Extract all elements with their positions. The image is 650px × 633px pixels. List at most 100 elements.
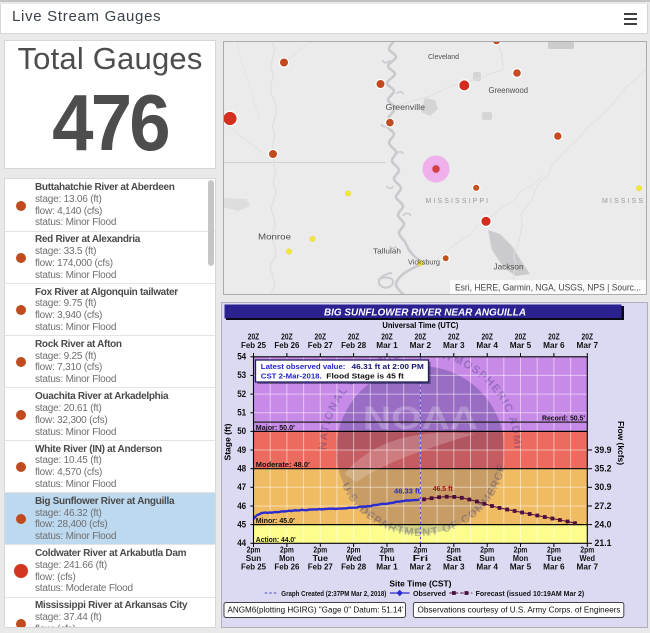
svg-text:20Z: 20Z (381, 333, 393, 342)
svg-text:Major: 50.0': Major: 50.0' (256, 423, 295, 432)
svg-text:20Z: 20Z (481, 333, 493, 342)
svg-text:51: 51 (237, 408, 246, 418)
svg-text:2pm: 2pm (580, 546, 594, 555)
svg-text:49: 49 (237, 445, 246, 455)
svg-text:Mar 4: Mar 4 (476, 563, 498, 572)
svg-text:30.9: 30.9 (595, 482, 612, 492)
svg-text:50: 50 (237, 426, 246, 436)
svg-text:21.1: 21.1 (595, 538, 612, 548)
svg-text:Tallulah: Tallulah (373, 247, 401, 256)
svg-text:44: 44 (237, 538, 246, 548)
svg-text:Mar 6: Mar 6 (543, 341, 565, 350)
svg-text:ANGM6(plotting HGIRG) "Gage 0": ANGM6(plotting HGIRG) "Gage 0" Datum: 51… (228, 606, 404, 615)
svg-text:20Z: 20Z (281, 333, 293, 342)
svg-text:Mar 1: Mar 1 (376, 341, 398, 350)
svg-text:52: 52 (237, 389, 246, 399)
svg-text:Feb 26: Feb 26 (274, 563, 300, 572)
svg-text:Mar 6: Mar 6 (543, 563, 565, 572)
svg-text:CST 2-Mar-2018.: CST 2-Mar-2018. (261, 371, 322, 380)
svg-text:Observations courtesy of U.S.: Observations courtesy of U.S. Army Corps… (418, 606, 621, 615)
svg-text:20Z: 20Z (548, 333, 560, 342)
svg-text:Mar 2: Mar 2 (410, 563, 432, 572)
svg-text:Wed: Wed (580, 554, 596, 563)
svg-text:Observed: Observed (413, 589, 446, 598)
svg-text:53: 53 (237, 370, 246, 380)
svg-text:46.33 ft: 46.33 ft (394, 487, 420, 496)
svg-text:2pm: 2pm (313, 546, 327, 555)
svg-text:2pm: 2pm (447, 546, 461, 555)
svg-text:Mar 1: Mar 1 (376, 563, 398, 572)
svg-text:Stage (ft): Stage (ft) (224, 423, 233, 460)
svg-text:Monroe: Monroe (258, 232, 291, 242)
svg-text:20Z: 20Z (348, 333, 360, 342)
svg-text:2pm: 2pm (514, 546, 528, 555)
svg-text:39.9: 39.9 (595, 445, 612, 455)
svg-text:Thu: Thu (379, 554, 395, 563)
svg-text:Latest observed value:: Latest observed value: (261, 362, 346, 371)
svg-text:Mar 7: Mar 7 (577, 341, 599, 350)
svg-text:20Z: 20Z (248, 333, 260, 342)
svg-text:Moderate: 48.0': Moderate: 48.0' (256, 460, 310, 469)
svg-text:Cleveland: Cleveland (428, 52, 459, 61)
svg-text:20Z: 20Z (515, 333, 527, 342)
svg-text:Universal Time (UTC): Universal Time (UTC) (382, 321, 458, 330)
svg-text:46.5 ft: 46.5 ft (433, 484, 453, 493)
svg-text:46.31 ft at 2:00 PM: 46.31 ft at 2:00 PM (352, 362, 424, 371)
svg-text:Jackson: Jackson (494, 262, 524, 272)
svg-text:Mar 2: Mar 2 (410, 341, 432, 350)
svg-text:Mar 5: Mar 5 (510, 563, 532, 572)
svg-text:Record: 50.5': Record: 50.5' (542, 413, 585, 422)
svg-text:Forecast (issued 10:19AM Mar 2: Forecast (issued 10:19AM Mar 2) (476, 589, 585, 598)
svg-text:Wed: Wed (346, 554, 362, 563)
svg-text:2pm: 2pm (247, 546, 261, 555)
svg-text:Mar 3: Mar 3 (443, 563, 465, 572)
svg-text:Mar 5: Mar 5 (510, 341, 532, 350)
svg-text:2pm: 2pm (414, 546, 428, 555)
svg-text:Feb 27: Feb 27 (308, 341, 333, 350)
svg-text:Sat: Sat (446, 554, 462, 563)
svg-text:Greenville: Greenville (386, 102, 426, 112)
svg-text:20Z: 20Z (415, 333, 427, 342)
svg-text:Mar 3: Mar 3 (443, 341, 465, 350)
svg-text:Sun: Sun (479, 554, 495, 563)
svg-text:20Z: 20Z (448, 333, 460, 342)
svg-text:20Z: 20Z (582, 333, 594, 342)
svg-text:Fri: Fri (413, 554, 429, 563)
svg-text:Greenwood: Greenwood (489, 86, 529, 95)
svg-text:Feb 28: Feb 28 (341, 563, 367, 572)
svg-text:Tue: Tue (546, 554, 562, 563)
svg-text:2pm: 2pm (280, 546, 294, 555)
svg-text:45: 45 (237, 519, 246, 529)
svg-text:Mon: Mon (513, 554, 529, 563)
svg-text:Esri, HERE, Garmin, NGA, USGS,: Esri, HERE, Garmin, NGA, USGS, NPS | Sou… (455, 283, 641, 294)
svg-text:MISSISS: MISSISS (602, 198, 645, 205)
svg-text:BIG SUNFLOWER RIVER NEAR ANGUI: BIG SUNFLOWER RIVER NEAR ANGUILLA (324, 308, 526, 319)
svg-text:2pm: 2pm (347, 546, 361, 555)
svg-text:Feb 25: Feb 25 (241, 563, 267, 572)
svg-text:Minor: 45.0': Minor: 45.0' (256, 516, 295, 525)
svg-text:Tue: Tue (313, 554, 329, 563)
svg-text:Action: 44.0': Action: 44.0' (256, 535, 296, 544)
svg-text:Vicksburg: Vicksburg (408, 258, 440, 267)
svg-text:46: 46 (237, 501, 246, 511)
svg-text:Site Time (CST): Site Time (CST) (389, 580, 451, 589)
svg-text:2pm: 2pm (480, 546, 494, 555)
svg-text:24.0: 24.0 (595, 519, 612, 529)
svg-text:48: 48 (237, 464, 246, 474)
svg-text:27.2: 27.2 (595, 501, 612, 511)
svg-text:47: 47 (237, 482, 246, 492)
svg-text:MISSISSIPPI: MISSISSIPPI (426, 198, 491, 205)
svg-text:Mar 7: Mar 7 (577, 563, 599, 572)
svg-text:Graph Created (2:37PM Mar 2, 2: Graph Created (2:37PM Mar 2, 2018) (281, 589, 386, 598)
svg-text:Sun: Sun (246, 554, 262, 563)
svg-text:2pm: 2pm (380, 546, 394, 555)
svg-text:Feb 26: Feb 26 (274, 341, 300, 350)
svg-text:54: 54 (237, 352, 246, 362)
svg-text:Feb 25: Feb 25 (241, 341, 267, 350)
svg-text:Feb 28: Feb 28 (341, 341, 367, 350)
svg-text:Flood Stage is 45 ft: Flood Stage is 45 ft (326, 371, 404, 380)
svg-text:20Z: 20Z (315, 333, 327, 342)
svg-text:Mon: Mon (279, 554, 295, 563)
svg-text:Mar 4: Mar 4 (476, 341, 498, 350)
svg-text:2pm: 2pm (547, 546, 561, 555)
